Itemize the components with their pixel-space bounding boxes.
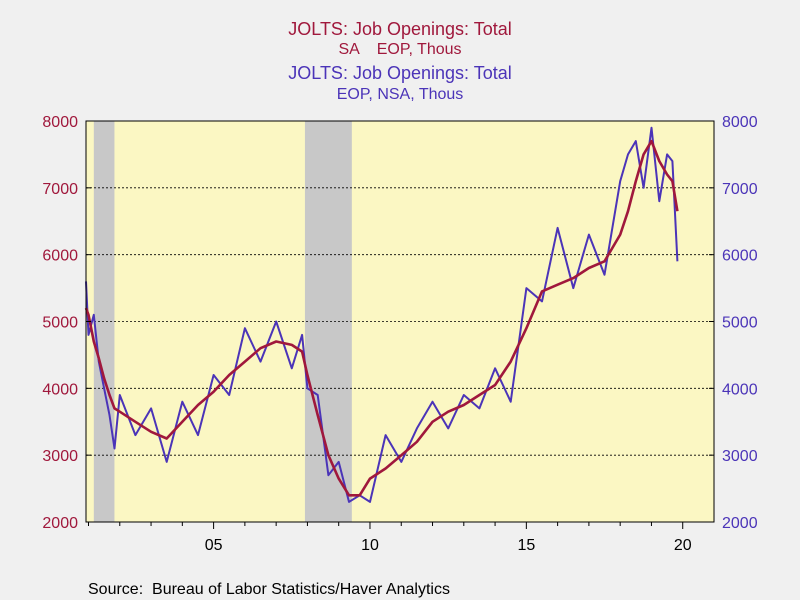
- title-line-1: JOLTS: Job Openings: Total: [288, 19, 511, 39]
- y-left-tick-label: 4000: [42, 381, 78, 398]
- y-axis-left: 2000 3000 4000 5000 6000 7000 8000: [42, 114, 91, 532]
- y-right-tick-label: 5000: [722, 315, 758, 332]
- gridlines: [86, 187, 714, 456]
- series-line-sa: [84, 139, 679, 497]
- y-right-tick-label: 6000: [722, 248, 758, 265]
- y-right-tick-label: 8000: [722, 114, 758, 131]
- series-lines: [84, 126, 679, 503]
- recession-band-1: [93, 121, 115, 522]
- y-left-tick-label: 6000: [42, 248, 78, 265]
- y-right-tick-label: 2000: [722, 515, 758, 532]
- x-tick-label: 10: [361, 537, 379, 554]
- y-left-tick-label: 5000: [42, 315, 78, 332]
- y-axis-right: 2000 3000 4000 5000 6000 7000 8000: [709, 114, 758, 532]
- source-note: Source: Bureau of Labor Statistics/Haver…: [88, 581, 450, 598]
- chart-titles: JOLTS: Job Openings: Total SA EOP, Thous…: [288, 19, 511, 103]
- title-line-3: JOLTS: Job Openings: Total: [288, 63, 511, 83]
- x-tick-label: 15: [517, 537, 535, 554]
- x-axis: 05 10 15 20: [88, 522, 692, 554]
- x-tick-label: 20: [674, 537, 692, 554]
- y-right-tick-label: 4000: [722, 381, 758, 398]
- title-line-2: SA EOP, Thous: [338, 41, 461, 58]
- y-left-tick-label: 8000: [42, 114, 78, 131]
- x-tick-label: 05: [205, 537, 223, 554]
- y-right-tick-label: 3000: [722, 448, 758, 465]
- y-right-tick-label: 7000: [722, 181, 758, 198]
- y-left-tick-label: 7000: [42, 181, 78, 198]
- y-left-tick-label: 3000: [42, 448, 78, 465]
- y-left-tick-label: 2000: [42, 515, 78, 532]
- title-line-4: EOP, NSA, Thous: [337, 86, 464, 103]
